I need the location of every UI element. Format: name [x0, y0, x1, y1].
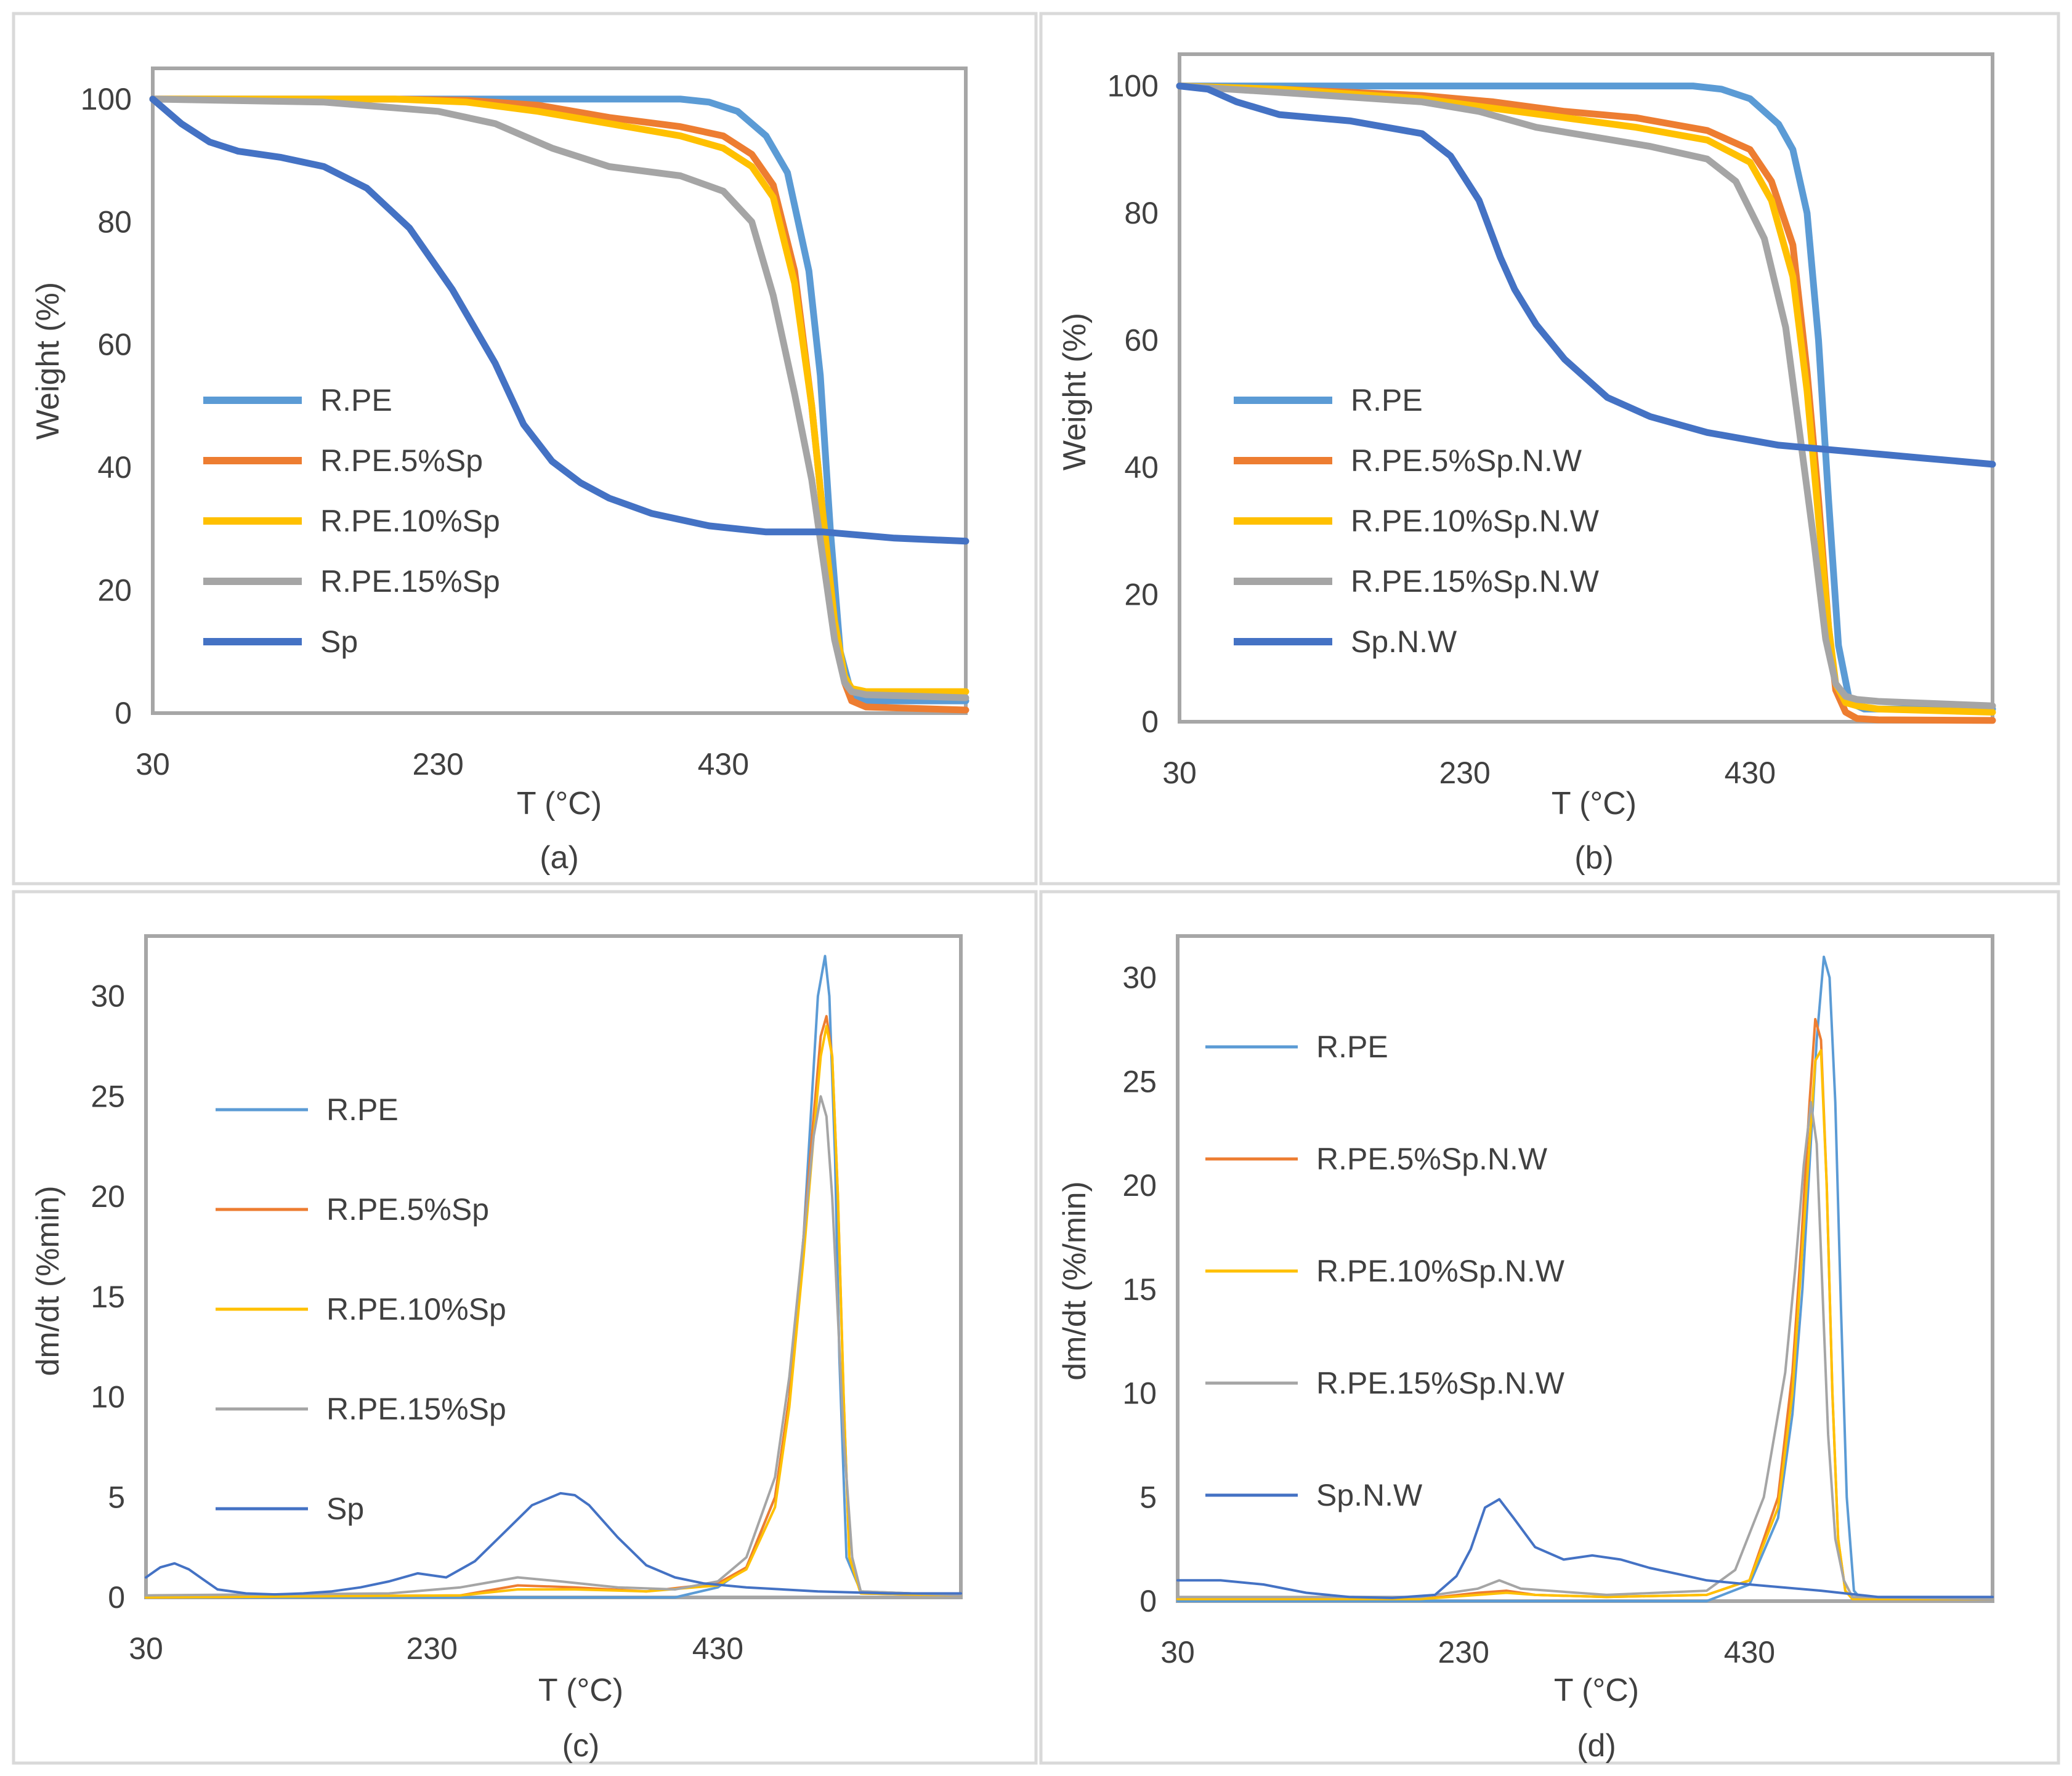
x-axis-title: T (°C)	[1554, 1673, 1639, 1708]
legend-label: R.PE.5%Sp.N.W	[1351, 443, 1582, 478]
legend-label: R.PE	[1316, 1030, 1388, 1064]
y-tick-label: 80	[97, 204, 132, 239]
x-tick-label: 30	[136, 747, 170, 781]
series-line-r-pe	[1176, 955, 1994, 1602]
legend-label: Sp.N.W	[1351, 624, 1457, 659]
y-axis-title: dm/dt (%min)	[30, 1185, 66, 1376]
legend-label: R.PE.15%Sp.N.W	[1351, 564, 1600, 599]
y-tick-label: 80	[1124, 196, 1159, 230]
series-line-r-pe-15-sp-n-w	[1176, 83, 1996, 709]
series-line-r-pe-15-sp	[149, 95, 969, 701]
y-tick-label: 5	[108, 1480, 125, 1514]
x-axis-title: T (°C)	[517, 786, 602, 821]
y-tick-label: 0	[108, 1580, 125, 1615]
x-tick-label: 430	[1724, 1635, 1775, 1669]
legend-label: R.PE.5%Sp	[320, 443, 483, 478]
series-line-sp	[149, 95, 969, 545]
y-axis-title: Weight (%)	[30, 282, 66, 440]
x-axis-title: T (°C)	[538, 1673, 623, 1708]
panel-d: 0 5 10 15 20 25 30 30 230 430 R.PE R.PE.5%Sp.N.W R.P…	[1039, 890, 2060, 1765]
y-tick-label: 100	[81, 82, 132, 116]
legend-label: R.PE.10%Sp.N.W	[1316, 1254, 1565, 1288]
y-tick-label: 60	[1124, 323, 1159, 358]
y-tick-label: 30	[91, 979, 125, 1014]
legend-label: R.PE.5%Sp	[326, 1192, 489, 1227]
series-line-sp-n-w	[1176, 1498, 1994, 1599]
y-tick-label: 0	[115, 696, 132, 730]
legend-label: R.PE.10%Sp.N.W	[1351, 504, 1600, 538]
legend-label: R.PE.10%Sp	[320, 504, 500, 538]
x-tick-label: 230	[412, 747, 463, 781]
legend-label: R.PE	[320, 383, 392, 418]
y-axis-title: dm/dt (%/min)	[1057, 1181, 1093, 1381]
y-tick-label: 25	[1122, 1064, 1157, 1099]
panel-b-frame	[1039, 12, 2060, 886]
plot-area	[151, 67, 968, 715]
y-tick-label: 0	[1141, 704, 1159, 739]
y-tick-label: 10	[1122, 1376, 1157, 1411]
panel-caption: (d)	[1577, 1728, 1616, 1764]
y-tick-label: 15	[1122, 1272, 1157, 1307]
y-axis-title: Weight (%)	[1057, 313, 1093, 470]
series-line-sp	[145, 1491, 962, 1596]
series-line-r-pe-10-sp	[145, 1025, 962, 1599]
legend-label: R.PE.15%Sp	[320, 564, 500, 599]
panel-b: 0 20 40 60 80 100 30 230 430 R.PE R.PE.5%Sp.N.W R.P…	[1039, 12, 2060, 886]
series-line-r-pe	[1176, 83, 1996, 712]
panel-a: 0 20 40 60 80 100 30 230 430 R.PE R.PE.5%Sp R.PE.10…	[12, 12, 1038, 886]
x-tick-label: 30	[1162, 756, 1197, 790]
legend-label: R.PE.15%Sp	[326, 1392, 506, 1426]
series-line-r-pe-5-sp-n-w	[1176, 83, 1996, 724]
legend-label: R.PE.10%Sp	[326, 1292, 506, 1326]
x-tick-label: 230	[406, 1631, 457, 1666]
panel-caption: (a)	[540, 840, 579, 876]
series-line-r-pe-15-sp-n-w	[1176, 1101, 1994, 1600]
y-tick-label: 30	[1122, 961, 1157, 995]
x-tick-label: 430	[1725, 756, 1776, 790]
plot-area	[1178, 52, 1994, 724]
x-tick-label: 30	[129, 1631, 163, 1666]
y-tick-label: 100	[1107, 69, 1159, 103]
panel-caption: (c)	[562, 1728, 600, 1764]
y-tick-label: 40	[1124, 450, 1159, 485]
x-tick-label: 430	[698, 747, 749, 781]
y-tick-label: 60	[97, 328, 132, 362]
panel-c-frame	[12, 890, 1038, 1765]
series-line-sp-n-w	[1176, 83, 1996, 468]
y-tick-label: 20	[91, 1179, 125, 1214]
y-tick-label: 20	[1124, 578, 1159, 612]
panel-c: 0 5 10 15 20 25 30 30 230 430 R.PE R.PE.5%Sp R.PE.10…	[12, 890, 1038, 1765]
y-tick-label: 0	[1139, 1584, 1157, 1618]
legend-label: R.PE	[1351, 383, 1423, 418]
legend-label: Sp.N.W	[1316, 1478, 1423, 1512]
legend-label: R.PE.5%Sp.N.W	[1316, 1142, 1548, 1176]
panel-d-frame	[1039, 890, 2060, 1765]
y-tick-label: 15	[91, 1280, 125, 1314]
x-tick-label: 430	[692, 1631, 743, 1666]
legend-label: Sp	[320, 624, 358, 659]
series-line-r-pe-10-sp-n-w	[1176, 83, 1996, 716]
y-tick-label: 20	[1122, 1168, 1157, 1203]
series-line-r-pe-15-sp	[145, 1095, 962, 1597]
legend-label: R.PE	[326, 1092, 399, 1127]
panel-a-frame	[12, 12, 1038, 886]
y-tick-label: 40	[97, 450, 132, 485]
y-tick-label: 5	[1139, 1480, 1157, 1514]
y-tick-label: 20	[97, 573, 132, 608]
series-line-r-pe-10-sp-n-w	[1176, 1049, 1994, 1600]
y-tick-label: 25	[91, 1079, 125, 1113]
panel-caption: (b)	[1574, 840, 1614, 876]
x-axis-title: T (°C)	[1552, 786, 1637, 821]
y-tick-label: 10	[91, 1380, 125, 1415]
legend-label: Sp	[326, 1491, 364, 1526]
x-tick-label: 230	[1439, 756, 1490, 790]
x-tick-label: 30	[1160, 1635, 1195, 1669]
legend-label: R.PE.15%Sp.N.W	[1316, 1366, 1565, 1400]
x-tick-label: 230	[1438, 1635, 1489, 1669]
